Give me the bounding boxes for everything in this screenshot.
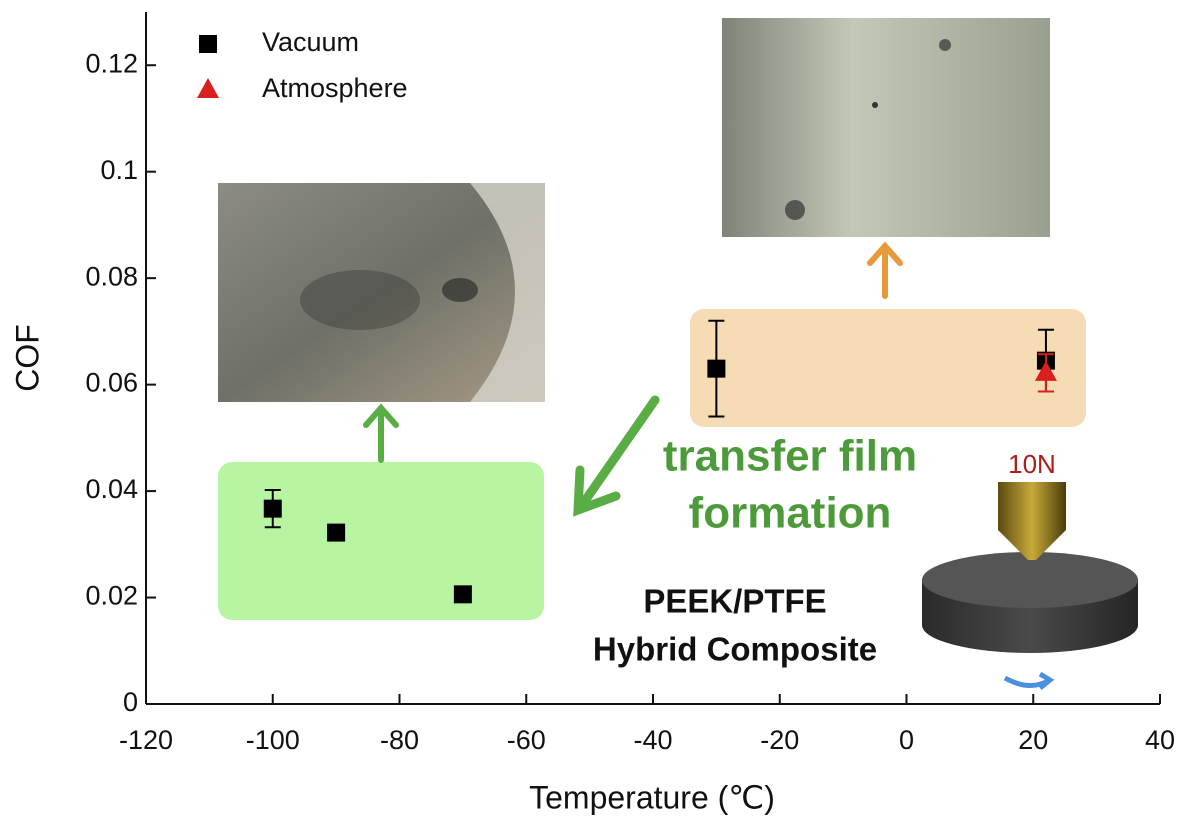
legend-marker xyxy=(197,78,219,98)
y-tick-label: 0.08 xyxy=(85,261,138,291)
y-axis-title: COF xyxy=(9,324,45,392)
marker xyxy=(327,524,345,542)
y-tick-label: 0.12 xyxy=(85,48,138,78)
x-tick-label: -120 xyxy=(119,725,173,755)
chart: 10N transfer film formation PEEK/PTFE Hy… xyxy=(0,0,1197,825)
y-tick-label: 0.04 xyxy=(85,474,138,504)
marker xyxy=(707,360,725,378)
marker xyxy=(454,585,472,603)
annotation: PEEK/PTFE xyxy=(643,583,826,620)
x-tick-label: -20 xyxy=(760,725,799,755)
x-tick-label: -40 xyxy=(633,725,672,755)
y-tick-label: 0 xyxy=(123,687,138,717)
annotation: formation xyxy=(689,489,892,538)
x-tick-label: -80 xyxy=(380,725,419,755)
highlight-box xyxy=(218,462,544,620)
legend-label: Vacuum xyxy=(262,27,359,57)
legend-label: Atmosphere xyxy=(262,73,408,103)
annotation: 10N xyxy=(1008,449,1056,479)
y-tick-label: 0.1 xyxy=(100,155,138,185)
x-tick-label: -100 xyxy=(246,725,300,755)
x-axis-title: Temperature (℃) xyxy=(529,779,775,815)
annotation: transfer film xyxy=(663,432,917,481)
highlight-box xyxy=(690,309,1086,427)
x-tick-label: 0 xyxy=(899,725,914,755)
legend-marker xyxy=(199,35,217,53)
marker xyxy=(264,500,282,518)
photo-right xyxy=(722,18,1050,237)
x-tick-label: 20 xyxy=(1018,725,1048,755)
y-tick-label: 0.06 xyxy=(85,368,138,398)
annotation: Hybrid Composite xyxy=(593,631,877,668)
x-tick-label: 40 xyxy=(1145,725,1175,755)
photo-left xyxy=(218,183,545,402)
x-tick-label: -60 xyxy=(507,725,546,755)
y-tick-label: 0.02 xyxy=(85,581,138,611)
pin-on-disk xyxy=(922,482,1138,688)
